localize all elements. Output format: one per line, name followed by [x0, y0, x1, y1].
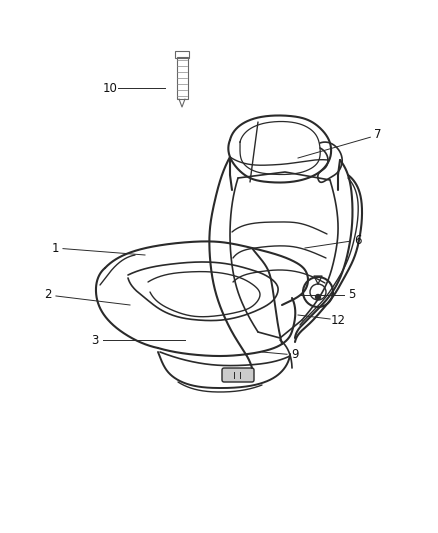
- Text: 9: 9: [291, 349, 299, 361]
- Text: 12: 12: [331, 313, 346, 327]
- Text: 5: 5: [348, 288, 356, 302]
- Circle shape: [315, 295, 321, 300]
- Text: 1: 1: [51, 241, 59, 254]
- Text: 2: 2: [44, 288, 52, 302]
- Text: 6: 6: [354, 233, 362, 246]
- FancyBboxPatch shape: [222, 368, 254, 382]
- Text: 7: 7: [374, 128, 382, 141]
- Bar: [175, 51, 189, 58]
- Text: 3: 3: [91, 334, 99, 346]
- Text: 10: 10: [102, 82, 117, 94]
- Bar: [177, 57, 188, 99]
